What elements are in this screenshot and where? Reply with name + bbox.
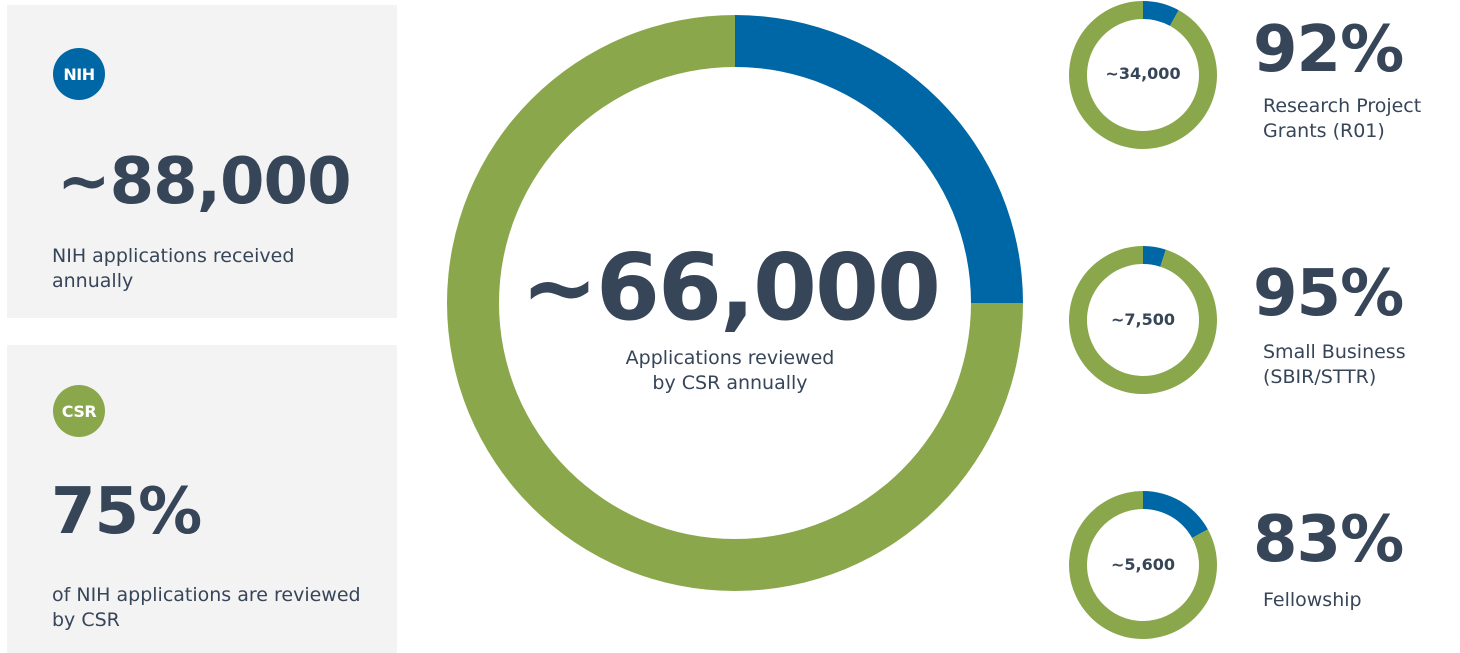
- r01-count-label: ~34,000: [1105, 64, 1181, 83]
- csr-percent-description: of NIH applications are reviewed by CSR: [52, 584, 361, 631]
- sbir-donut-chart: [1069, 246, 1217, 394]
- main-donut-slice-0: [735, 15, 1023, 303]
- fellowship-donut-slice-0: [1143, 491, 1208, 539]
- nih-card: NIH ~88,000 NIH applications received an…: [7, 5, 397, 318]
- sbir-donut-slice-0: [1143, 246, 1166, 267]
- csr-badge: CSR: [53, 385, 105, 437]
- main-donut-description: Applications reviewed by CSR annually: [535, 346, 925, 396]
- csr-card: CSR 75% of NIH applications are reviewed…: [7, 345, 397, 653]
- sbir-description: Small Business (SBIR/STTR): [1263, 340, 1453, 390]
- sbir-description-line1: Small Business: [1263, 341, 1406, 363]
- sbir-count-label: ~7,500: [1110, 310, 1175, 329]
- main-donut-chart: [447, 15, 1023, 591]
- fellowship-description: Fellowship: [1263, 588, 1453, 613]
- r01-description: Research Project Grants (R01): [1263, 94, 1453, 144]
- fellowship-percent: 83%: [1253, 503, 1404, 577]
- r01-donut-chart: [1069, 1, 1217, 149]
- csr-percent-value: 75%: [51, 475, 202, 549]
- fellowship-donut-chart: [1069, 491, 1217, 639]
- r01-donut-slice-0: [1143, 1, 1179, 26]
- r01-description-line1: Research Project: [1263, 95, 1422, 117]
- main-donut-value: ~66,000: [520, 234, 941, 341]
- sbir-description-line2: (SBIR/STTR): [1263, 366, 1377, 388]
- nih-applications-value: ~88,000: [57, 145, 352, 219]
- r01-description-line2: Grants (R01): [1263, 120, 1385, 142]
- r01-percent: 92%: [1253, 13, 1404, 87]
- nih-badge: NIH: [53, 48, 105, 100]
- fellowship-description-line1: Fellowship: [1263, 589, 1362, 611]
- fellowship-count-label: ~5,600: [1110, 555, 1175, 574]
- main-donut-description-line1: Applications reviewed: [625, 347, 835, 369]
- nih-applications-description: NIH applications received annually: [52, 245, 295, 292]
- main-donut-description-line2: by CSR annually: [652, 372, 808, 394]
- sbir-percent: 95%: [1253, 257, 1404, 331]
